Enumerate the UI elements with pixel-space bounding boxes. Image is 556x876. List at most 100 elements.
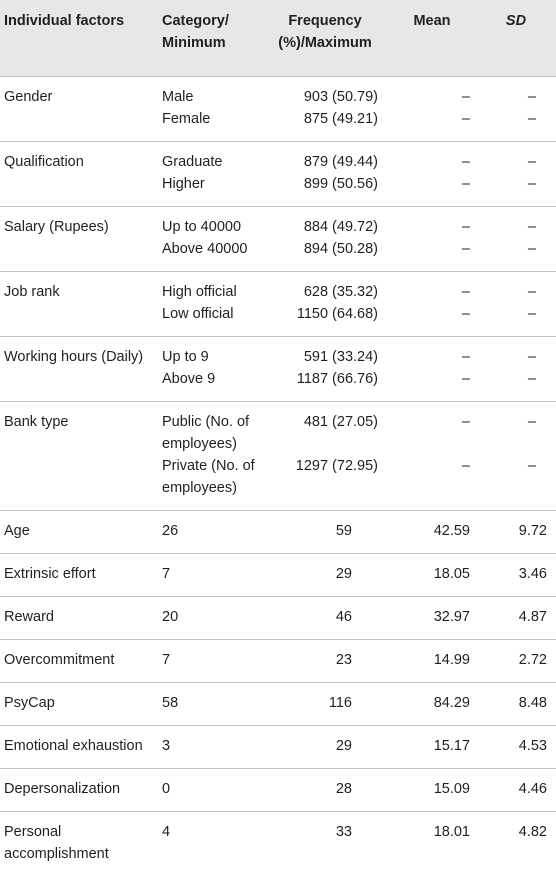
table-cell: 7 [158,640,262,683]
table-cell: 875 (49.21) [262,108,388,142]
factor-cell: Working hours (Daily) [0,337,158,402]
table-cell: – [388,368,476,402]
table-cell: 29 [262,554,388,597]
header-cell: Category/ Minimum [158,0,262,77]
table-cell: Low official [158,303,262,337]
table-cell: 32.97 [388,597,476,640]
table-cell: – [388,455,476,511]
factor-cell: Gender [0,77,158,142]
factor-cell: Age [0,511,158,554]
header-cell: Mean [388,0,476,77]
factor-cell: PsyCap [0,683,158,726]
table-cell: Above 9 [158,368,262,402]
table-cell: 15.17 [388,726,476,769]
table-cell: 4.53 [476,726,556,769]
table-cell: – [476,108,556,142]
table-cell: – [388,402,476,456]
table-cell: 18.01 [388,812,476,876]
table-cell: 1187 (66.76) [262,368,388,402]
factor-cell: Personal accomplishment [0,812,158,876]
table-cell: – [388,77,476,109]
table-cell: 9.72 [476,511,556,554]
table-cell: Private (No. of employees) [158,455,262,511]
table-cell: Graduate [158,142,262,174]
table-cell: 628 (35.32) [262,272,388,304]
table-cell: 4.82 [476,812,556,876]
table-cell: Higher [158,173,262,207]
table-cell: 18.05 [388,554,476,597]
header-cell: SD [476,0,556,77]
factor-cell: Job rank [0,272,158,337]
table-cell: – [476,207,556,239]
table-cell: 591 (33.24) [262,337,388,369]
table-cell: – [388,238,476,272]
table-cell: 879 (49.44) [262,142,388,174]
table-cell: Female [158,108,262,142]
table-cell: 46 [262,597,388,640]
table-cell: – [476,238,556,272]
factor-cell: Extrinsic effort [0,554,158,597]
factor-cell: Bank type [0,402,158,511]
factor-cell: Overcommitment [0,640,158,683]
table-cell: 15.09 [388,769,476,812]
table-cell: 884 (49.72) [262,207,388,239]
table-cell: – [388,337,476,369]
table-cell: 33 [262,812,388,876]
table-cell: Up to 9 [158,337,262,369]
table-cell: 59 [262,511,388,554]
table-cell: 2.72 [476,640,556,683]
table-cell: High official [158,272,262,304]
table-cell: 3.46 [476,554,556,597]
table-cell: 3 [158,726,262,769]
table-cell: – [476,77,556,109]
table-cell: Public (No. of employees) [158,402,262,456]
table-cell: – [476,173,556,207]
table-cell: Male [158,77,262,109]
factor-cell: Emotional exhaustion [0,726,158,769]
table-cell: 903 (50.79) [262,77,388,109]
factor-cell: Qualification [0,142,158,207]
table-cell: 42.59 [388,511,476,554]
table-cell: 58 [158,683,262,726]
table-cell: 23 [262,640,388,683]
table-cell: 481 (27.05) [262,402,388,456]
header-cell: Individual factors [0,0,158,77]
table-cell: 20 [158,597,262,640]
table-cell: 4.87 [476,597,556,640]
factor-cell: Reward [0,597,158,640]
table-cell: – [476,402,556,456]
table-cell: 8.48 [476,683,556,726]
table-cell: – [476,368,556,402]
table-cell: – [476,303,556,337]
table-cell: – [476,337,556,369]
table-cell: 116 [262,683,388,726]
table-cell: 899 (50.56) [262,173,388,207]
table-cell: – [388,142,476,174]
table-cell: – [388,272,476,304]
table-cell: 14.99 [388,640,476,683]
